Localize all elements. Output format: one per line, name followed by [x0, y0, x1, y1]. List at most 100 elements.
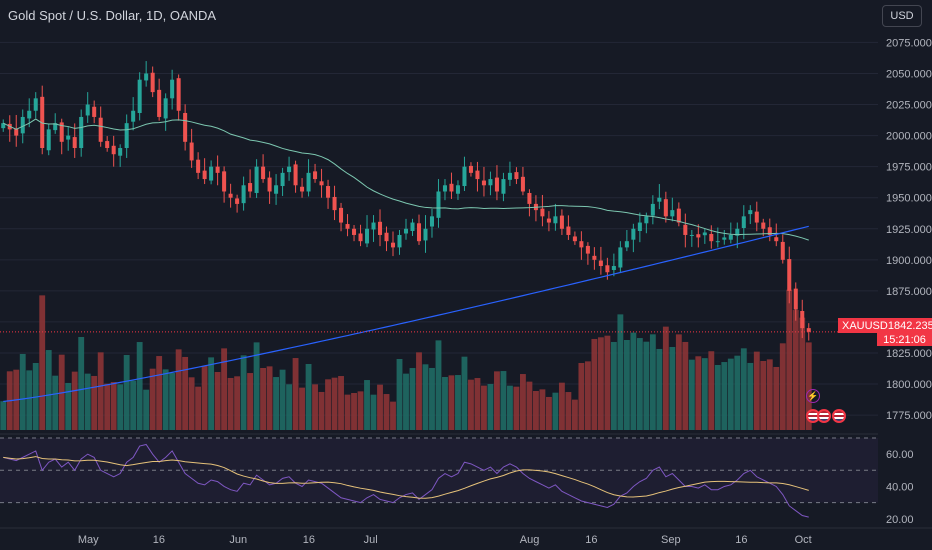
candle-body	[618, 247, 623, 268]
candle-body	[235, 198, 240, 204]
volume-bar	[39, 295, 46, 430]
candle-body	[170, 79, 175, 99]
candle-body	[800, 310, 805, 329]
volume-bar	[481, 385, 487, 430]
candle-body	[189, 142, 194, 161]
candle-body	[514, 172, 519, 180]
volume-bar	[188, 377, 195, 430]
volume-bar	[429, 367, 435, 430]
volume-bar	[383, 394, 390, 430]
us-flag-event-icon[interactable]	[832, 409, 846, 423]
volume-bar	[169, 373, 176, 430]
price-tick-label: 2050.000	[886, 68, 932, 80]
price-tick-label: 1900.000	[886, 255, 932, 267]
candle-body	[176, 78, 181, 111]
volume-bar	[435, 340, 442, 430]
volume-bar	[91, 375, 98, 430]
volume-bar	[357, 391, 364, 430]
volume-bar	[156, 356, 163, 430]
volume-bar	[396, 359, 403, 430]
candle-body	[254, 166, 259, 193]
volume-bar	[669, 347, 676, 430]
volume-bar	[240, 355, 247, 430]
volume-bar	[175, 349, 182, 430]
volume-bar	[766, 359, 773, 430]
candle-body	[410, 222, 415, 231]
candle-body	[326, 186, 331, 198]
volume-bar	[117, 384, 124, 430]
candle-body	[131, 110, 136, 122]
candle-body	[111, 145, 116, 155]
candle-body	[14, 128, 19, 136]
volume-bar	[331, 377, 338, 430]
volume-bar	[688, 359, 695, 430]
volume-bar	[299, 387, 305, 430]
volume-bar	[792, 310, 799, 430]
volume-bar	[214, 372, 221, 430]
candle-body	[657, 197, 662, 202]
candle-body	[761, 222, 766, 229]
candle-body	[566, 226, 571, 235]
price-tick-label: 2000.000	[886, 131, 932, 143]
volume-bar	[539, 389, 546, 430]
volume-bar	[45, 350, 52, 430]
lightning-icon[interactable]: ⚡	[806, 389, 820, 403]
volume-bar	[97, 352, 104, 430]
candle-body	[455, 185, 460, 194]
candle-body	[274, 185, 279, 194]
volume-bar	[532, 391, 539, 430]
price-tick-label: 1775.000	[886, 410, 932, 422]
price-tick-label: 2025.000	[886, 100, 932, 112]
candle-body	[767, 227, 772, 235]
price-tick-label: 1925.000	[886, 224, 932, 236]
rsi-axis[interactable]: 60.00 40.00 20.00	[886, 449, 914, 526]
badge-symbol: XAUUSD	[842, 319, 888, 332]
volume-bar	[0, 401, 7, 430]
volume-bar	[682, 341, 689, 430]
price-tick-label: 1950.000	[886, 193, 932, 205]
time-tick-label: 16	[735, 534, 747, 546]
candle-body	[735, 228, 740, 236]
volume-bar	[662, 326, 669, 430]
time-tick-label: 16	[153, 534, 165, 546]
currency-button[interactable]: USD	[882, 5, 922, 27]
volume-bar	[591, 338, 598, 430]
candle-body	[92, 106, 97, 117]
volume-bar	[344, 394, 351, 430]
volume-bar	[597, 337, 604, 430]
time-tick-label: Sep	[661, 534, 681, 546]
volume-bar	[513, 386, 520, 430]
volume-bar	[221, 348, 228, 430]
volume-bar	[71, 371, 78, 430]
time-axis[interactable]: May 16 Jun 16 Jul Aug 16 Sep 16 Oct	[0, 527, 932, 546]
candle-body	[222, 171, 227, 192]
price-axis[interactable]: 2075.000 2050.000 2025.000 2000.000 1975.000…	[878, 0, 932, 530]
volume-bar	[318, 391, 325, 430]
us-flag-event-icon[interactable]	[817, 409, 831, 423]
candle-body	[365, 228, 370, 244]
symbol-title[interactable]: Gold Spot / U.S. Dollar, 1D, OANDA	[8, 8, 217, 23]
candle-body	[780, 241, 785, 260]
candle-body	[209, 166, 214, 181]
candle-body	[137, 79, 142, 113]
candle-body	[475, 170, 480, 180]
candle-body	[728, 234, 733, 240]
volume-bar	[805, 342, 812, 430]
candle-body	[488, 179, 493, 186]
candlestick-series	[1, 61, 811, 341]
price-tick-label: 1825.000	[886, 348, 932, 360]
volume-bar	[578, 363, 585, 430]
time-tick-label: Oct	[795, 534, 812, 546]
volume-bar	[273, 377, 280, 430]
time-tick-label: 16	[585, 534, 597, 546]
candle-body	[105, 141, 110, 149]
volume-bar	[714, 365, 721, 430]
candle-body	[605, 265, 610, 273]
volume-bar	[364, 380, 370, 430]
candle-body	[98, 117, 103, 142]
volume-bar	[500, 371, 507, 430]
candle-body	[683, 224, 688, 235]
volume-bar	[442, 377, 448, 430]
candle-body	[650, 203, 655, 216]
